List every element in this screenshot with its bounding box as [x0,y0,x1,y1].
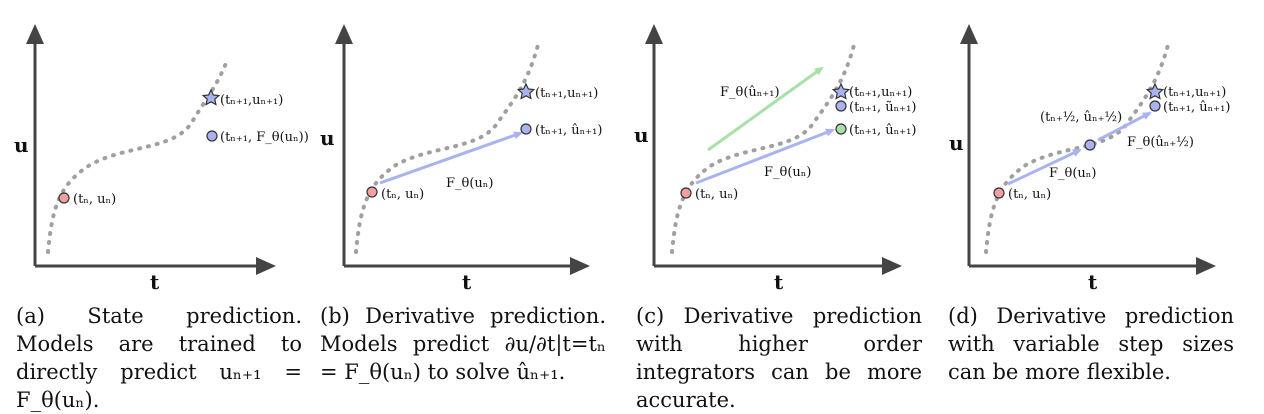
caption-c: (c) Derivative prediction with higher or… [636,304,922,412]
start-point [993,187,1005,199]
true-next-label: (tₙ₊₁,uₙ₊₁) [1163,85,1226,100]
x-axis-label: t [462,270,472,294]
caption-a: (a) State prediction. Models are trained… [16,304,302,412]
x-axis-arrowhead [256,257,276,275]
arrow-second-half-label: F_θ(ûₙ₊½) [1127,135,1194,150]
pred-label: (tₙ₊₁, ûₙ₊₁) [535,123,602,138]
panel-a: u t (tₙ, uₙ) (tₙ₊₁,uₙ₊₁) (tₙ₊₁, F_θ(uₙ))… [0,0,316,412]
green-arrow-label: F_θ(ûₙ₊₁) [720,85,780,100]
x-axis-arrowhead [1196,257,1216,275]
blue-arrow [695,128,835,185]
hat-point [1149,100,1161,112]
start-point [366,186,378,198]
y-axis-arrowhead [960,24,978,44]
y-axis-arrowhead [645,24,663,44]
pred-point [206,130,218,142]
true-next-label: (tₙ₊₁,uₙ₊₁) [220,93,283,108]
panel-d: u t F_θ(uₙ) F_θ(ûₙ₊½) (tₙ, uₙ) (tₙ₊½, ûₙ… [948,0,1264,405]
derivative-arrow [379,131,523,185]
trajectory-curve [984,43,1170,254]
panel-b: u t F_θ(uₙ) (tₙ, uₙ) (tₙ₊₁,uₙ₊₁) (tₙ₊₁, … [316,0,632,405]
diagram-b: u t F_θ(uₙ) (tₙ, uₙ) (tₙ₊₁,uₙ₊₁) (tₙ₊₁, … [320,24,602,294]
arrow-second-half [1097,111,1152,142]
y-axis-arrowhead [26,24,44,44]
true-next-star [831,82,851,100]
start-label: (tₙ, uₙ) [73,192,116,207]
true-next-star [516,82,536,100]
true-next-star [1145,82,1165,100]
trajectory-curve [46,56,230,254]
x-axis-arrowhead [570,257,590,275]
x-axis-arrowhead [882,257,902,275]
start-point [680,187,692,199]
blue-arrow-label: F_θ(uₙ) [764,165,812,180]
y-axis-arrowhead [335,24,353,44]
trajectory-curve [354,43,540,254]
start-label: (tₙ, uₙ) [381,187,424,202]
start-label: (tₙ, uₙ) [1008,187,1051,202]
x-axis-label: t [150,270,160,294]
hat-point [835,123,847,135]
diagram-a: u t (tₙ, uₙ) (tₙ₊₁,uₙ₊₁) (tₙ₊₁, F_θ(uₙ)) [14,24,309,294]
caption-d: (d) Derivative prediction with variable … [948,304,1234,384]
x-axis-label: t [774,270,784,294]
caption-b: (b) Derivative prediction. Models predic… [320,304,606,384]
true-next-star [201,88,221,106]
green-arrow [707,66,824,152]
diagram-d: u t F_θ(uₙ) F_θ(ûₙ₊½) (tₙ, uₙ) (tₙ₊½, ûₙ… [949,24,1230,294]
pred-point [520,123,532,135]
tilde-point [835,100,847,112]
y-axis-label: u [634,123,649,147]
arrow-label: F_θ(uₙ) [446,176,494,191]
x-axis-label: t [1088,270,1098,294]
mid-point [1084,139,1096,151]
arrow-first-half [1007,148,1082,186]
pred-label: (tₙ₊₁, F_θ(uₙ)) [220,130,309,145]
y-axis-label: u [320,126,335,150]
arrow-first-half-label: F_θ(uₙ) [1049,166,1097,181]
y-axis-label: u [14,133,29,157]
true-next-label: (tₙ₊₁,uₙ₊₁) [535,86,598,101]
hat-label: (tₙ₊₁, ûₙ₊₁) [1163,100,1230,115]
hat-label: (tₙ₊₁, ûₙ₊₁) [849,123,916,138]
diagram-c: u t F_θ(ûₙ₊₁) F_θ(uₙ) (tₙ, uₙ) (tₙ₊₁,uₙ₊… [634,24,916,294]
mid-label: (tₙ₊½, ûₙ₊½) [1040,110,1122,125]
panel-c: u t F_θ(ûₙ₊₁) F_θ(uₙ) (tₙ, uₙ) (tₙ₊₁,uₙ₊… [632,0,948,412]
start-label: (tₙ, uₙ) [695,187,738,202]
true-next-label: (tₙ₊₁,uₙ₊₁) [849,85,912,100]
y-axis-label: u [949,131,964,155]
start-point [58,192,70,204]
tilde-label: (tₙ₊₁, ũₙ₊₁) [849,100,916,115]
trajectory-curve [670,43,856,254]
